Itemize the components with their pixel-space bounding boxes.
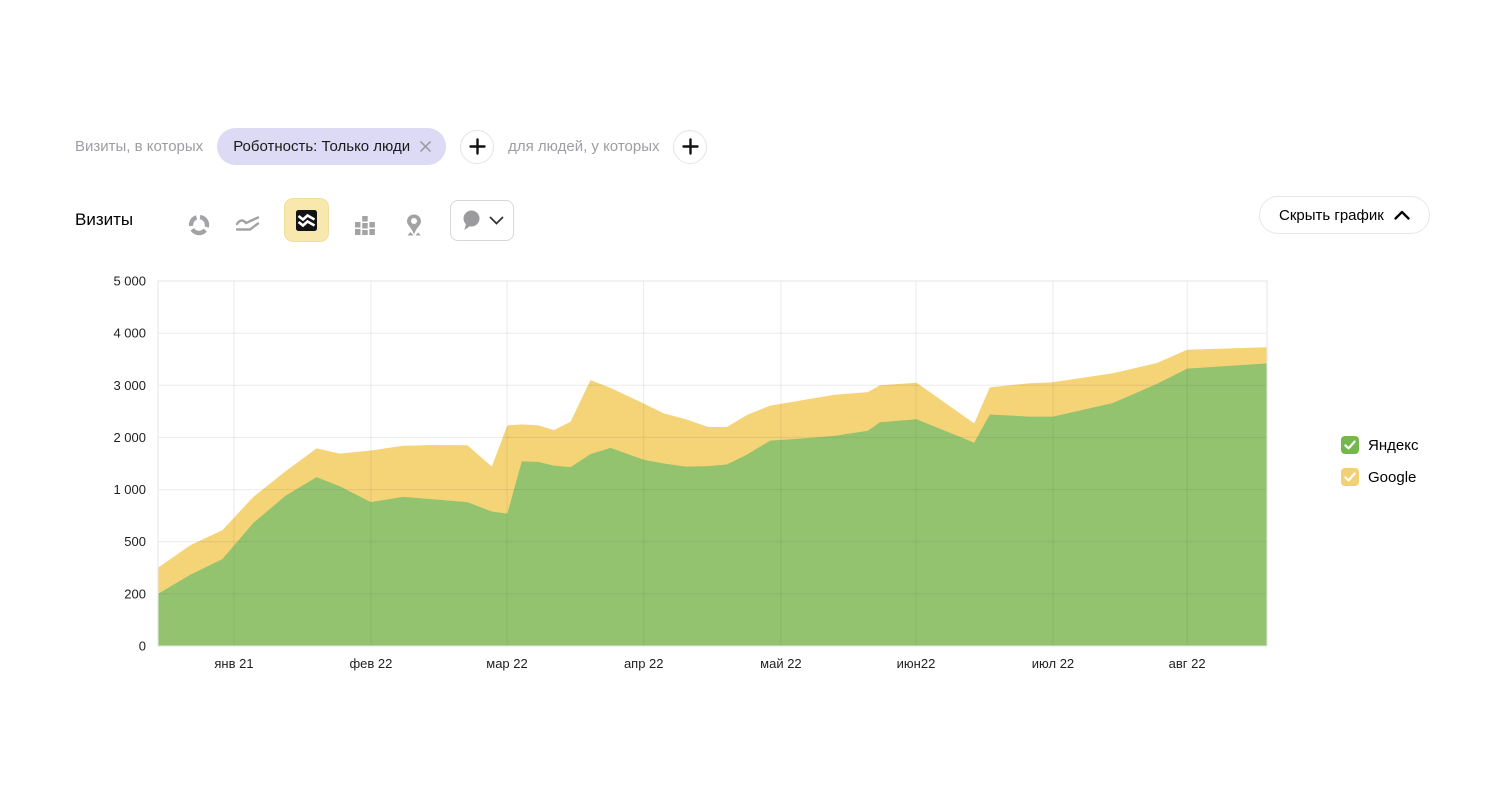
donut-chart-icon [188, 214, 210, 236]
columns-chart-icon [355, 216, 375, 235]
filter-prefix-label: Визиты, в которых [75, 138, 204, 155]
chevron-down-icon [489, 216, 504, 225]
x-axis-label: фев 22 [349, 656, 392, 671]
x-axis-label: июл 22 [1032, 656, 1074, 671]
plus-icon [682, 138, 699, 155]
filter-suffix-label: для людей, у которых [508, 138, 660, 155]
plot-border [157, 280, 1268, 647]
y-axis-label: 3 000 [113, 378, 146, 393]
checked-checkbox-icon[interactable] [1341, 468, 1359, 486]
y-axis-label: 500 [124, 534, 146, 549]
annotations-dropdown-button[interactable] [450, 199, 514, 241]
checked-checkbox-icon[interactable] [1341, 436, 1359, 454]
x-axis-labels: янв 21 фев 22 мар 22 апр 22 май 22 июн22 июл 2… [214, 656, 1205, 671]
chart-type-toolbar [186, 198, 514, 242]
chart-type-columns-button[interactable] [352, 212, 378, 238]
legend-label-yandex: Яндекс [1368, 436, 1419, 454]
line-chart-icon [235, 216, 260, 231]
y-axis-label: 0 [139, 639, 146, 654]
area-yandex [158, 363, 1267, 646]
y-axis-labels: 0 200 500 1 000 2 000 3 000 4 000 5 000 [113, 274, 146, 654]
y-axis-label: 5 000 [113, 274, 146, 289]
legend-item-google[interactable]: Google [1341, 468, 1418, 486]
chart-type-stacked-area-button[interactable] [284, 198, 329, 242]
stacked-area-icon [296, 209, 317, 231]
add-people-condition-button[interactable] [673, 129, 708, 164]
filter-chip-robotness[interactable]: Роботность: Только люди [217, 128, 447, 165]
x-axis-label: апр 22 [624, 656, 664, 671]
chart-type-donut-button[interactable] [186, 212, 212, 238]
comment-bubble-icon [463, 210, 480, 230]
add-visit-condition-button[interactable] [460, 129, 495, 164]
x-axis-label: янв 21 [214, 656, 253, 671]
hide-chart-button[interactable]: Скрыть график [1259, 196, 1430, 234]
chart-type-line-button[interactable] [235, 212, 261, 238]
chart-type-map-button[interactable] [401, 212, 427, 238]
y-axis-label: 200 [124, 586, 146, 601]
y-axis-label: 2 000 [113, 430, 146, 445]
y-axis-label: 1 000 [113, 482, 146, 497]
legend-label-google: Google [1368, 468, 1417, 486]
filter-chip-label: Роботность: Только люди [233, 138, 411, 155]
hide-chart-label: Скрыть график [1279, 206, 1384, 224]
map-pin-icon [407, 214, 421, 236]
plus-icon [468, 138, 486, 155]
x-axis-label: июн22 [897, 656, 936, 671]
x-axis-label: мар 22 [486, 656, 527, 671]
y-axis-label: 4 000 [113, 326, 146, 341]
x-axis-label: май 22 [760, 656, 802, 671]
chart-canvas: 0 200 500 1 000 2 000 3 000 4 000 5 000 янв 21 фе… [113, 274, 1268, 671]
chart-legend: Яндекс Google [1341, 436, 1418, 486]
visits-chart: 0 200 500 1 000 2 000 3 000 4 000 5 000 янв 21 фе… [75, 261, 1290, 691]
legend-item-yandex[interactable]: Яндекс [1341, 436, 1418, 454]
close-icon[interactable] [418, 139, 433, 154]
filter-bar: Визиты, в которых Роботность: Только люд… [75, 128, 708, 165]
metric-title: Визиты [75, 210, 134, 229]
x-axis-label: авг 22 [1169, 656, 1206, 671]
chevron-up-icon [1394, 210, 1410, 220]
